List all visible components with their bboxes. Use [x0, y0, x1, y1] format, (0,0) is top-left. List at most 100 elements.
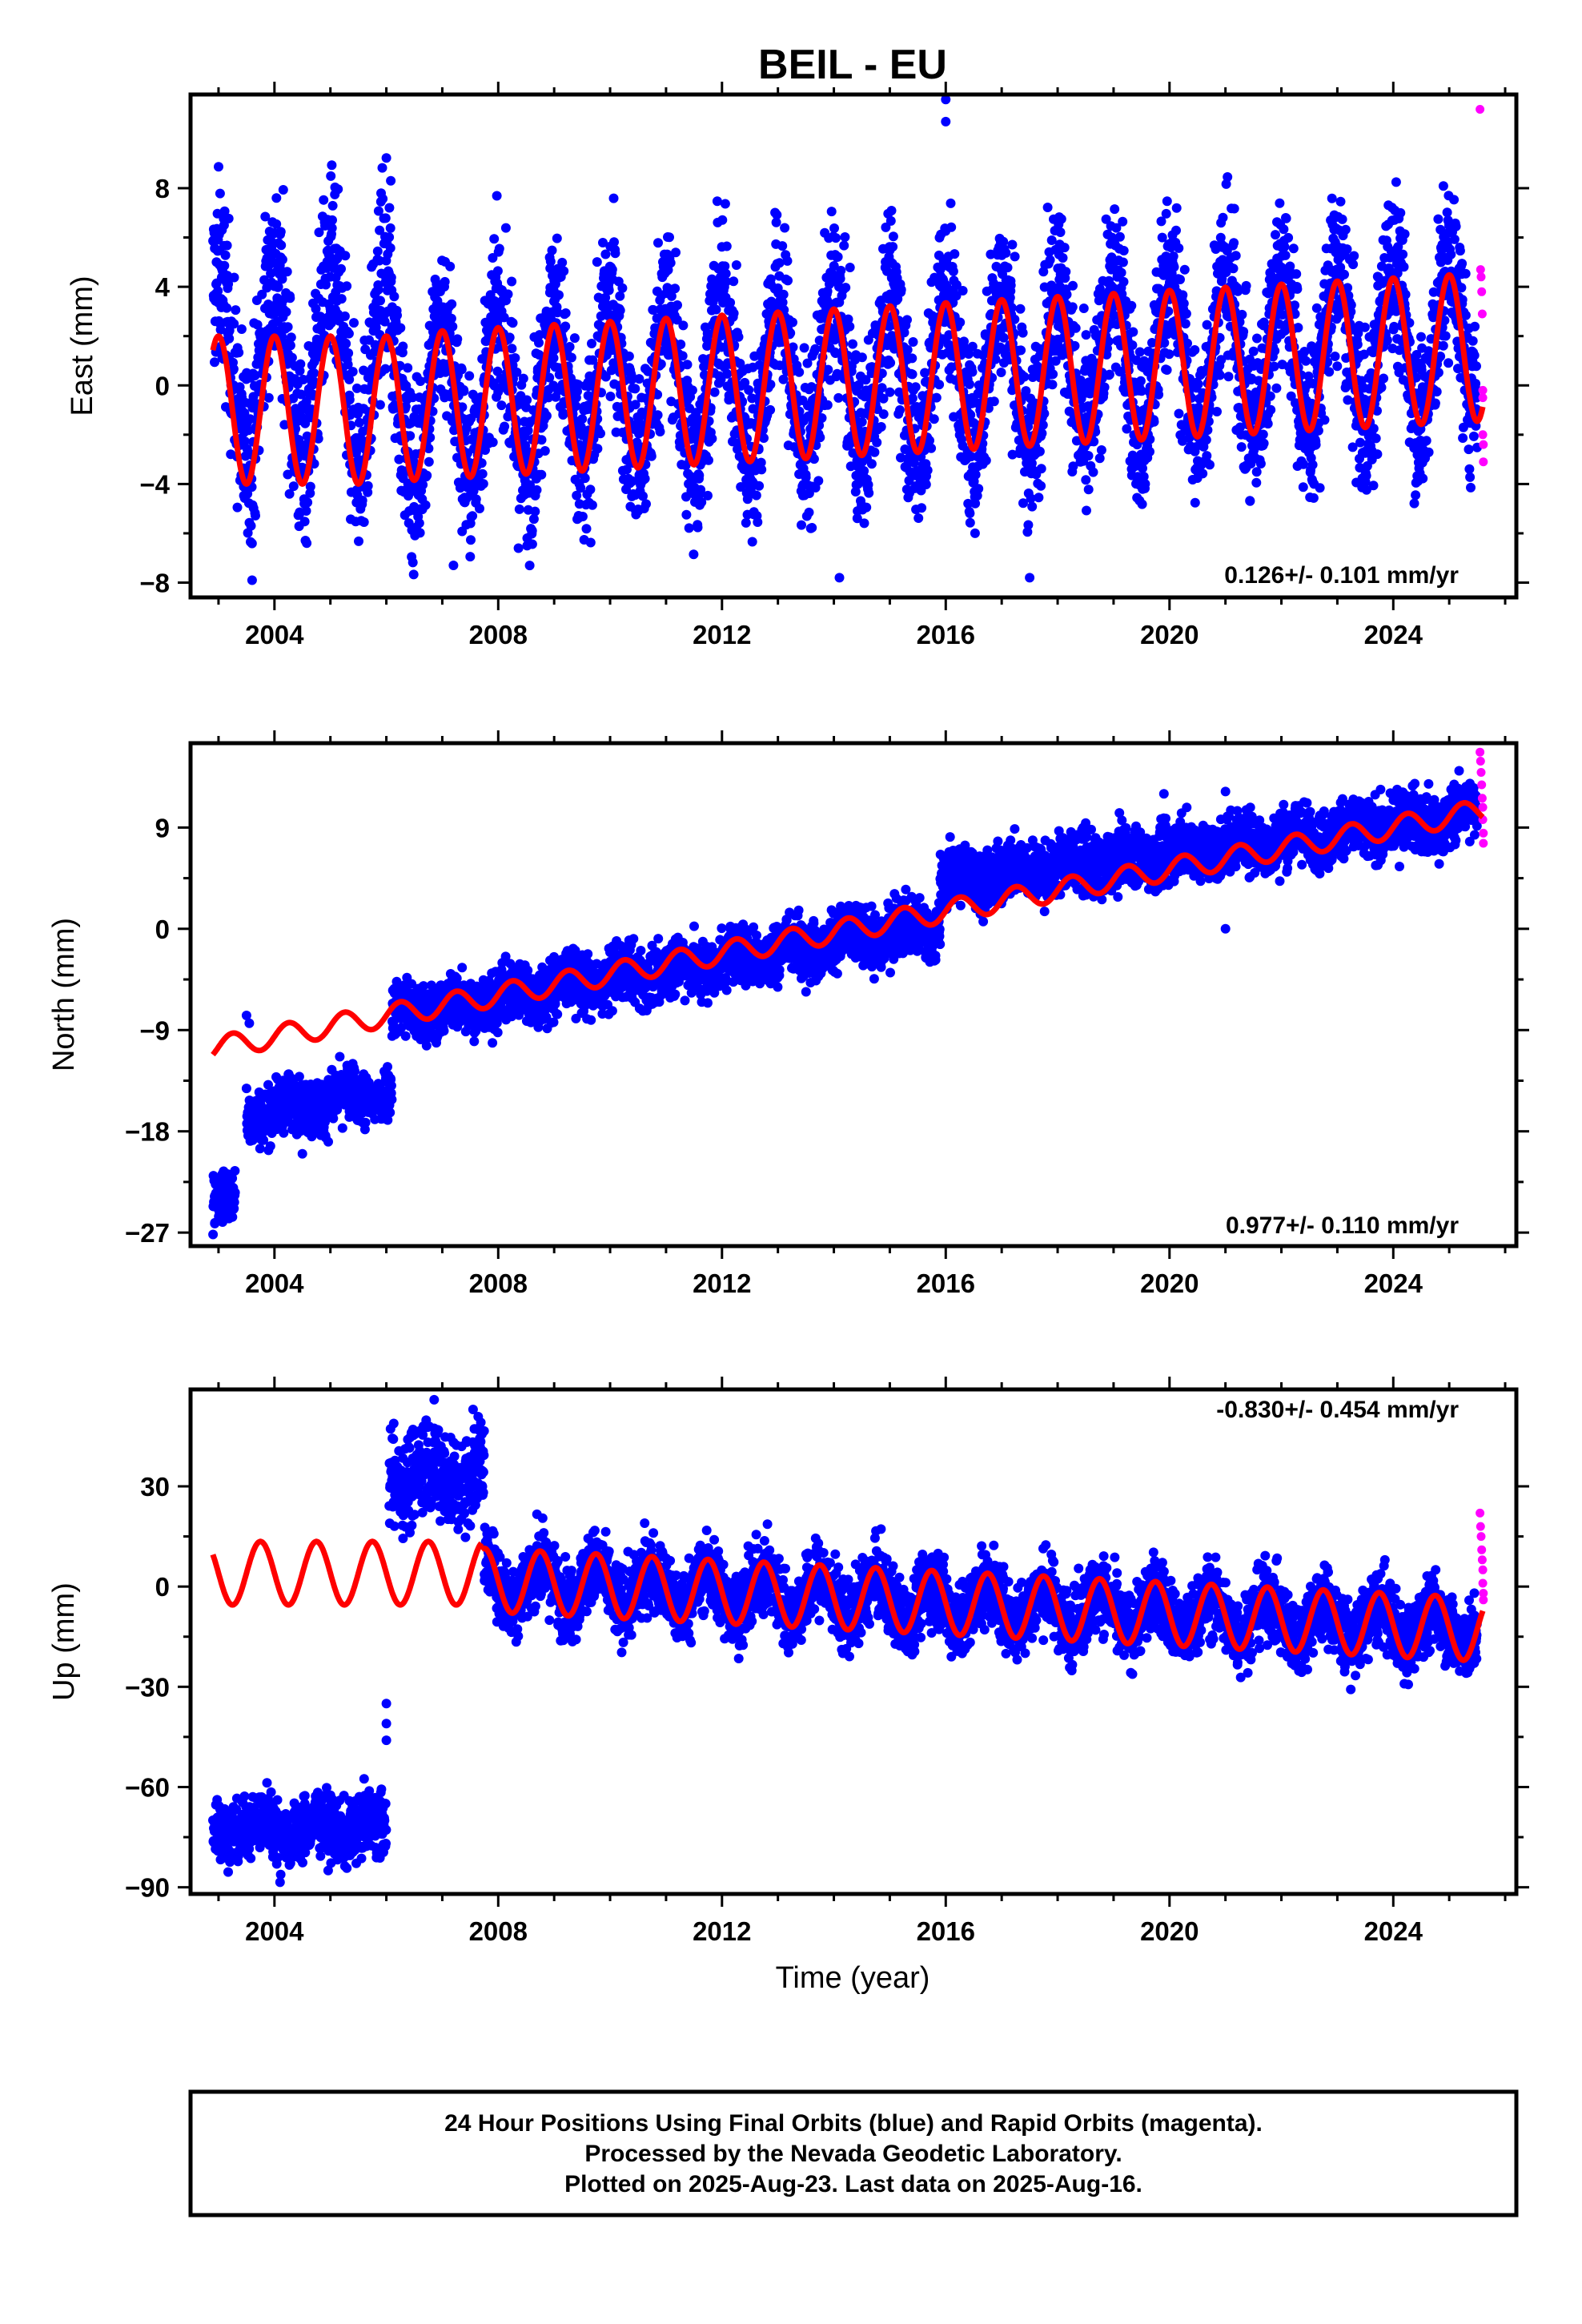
final-orbit-point	[1259, 438, 1269, 448]
final-orbit-point	[500, 421, 510, 432]
final-orbit-point	[260, 211, 271, 222]
final-orbit-point	[544, 372, 555, 383]
final-orbit-point	[232, 502, 243, 513]
final-orbit-point	[1034, 493, 1044, 503]
final-orbit-point	[336, 294, 347, 304]
final-orbit-point	[1258, 429, 1268, 440]
final-orbit-point	[697, 497, 707, 508]
final-orbit-point	[866, 459, 877, 469]
final-orbit-point	[380, 364, 391, 374]
final-orbit-point	[1178, 299, 1189, 308]
final-orbit-point	[634, 374, 644, 384]
final-orbit-point	[477, 468, 488, 479]
final-orbit-point	[302, 538, 312, 549]
final-orbit-point	[777, 241, 788, 251]
final-orbit-point	[826, 207, 837, 217]
final-orbit-point	[1212, 407, 1222, 416]
final-orbit-point	[577, 512, 588, 521]
final-orbit-point	[1037, 428, 1047, 439]
final-orbit-point	[1269, 361, 1279, 372]
final-orbit-point	[319, 195, 329, 205]
final-orbit-point	[772, 210, 782, 220]
final-orbit-point	[507, 276, 517, 287]
final-orbit-point	[1036, 464, 1046, 474]
final-orbit-point	[425, 432, 436, 443]
final-orbit-point	[1047, 380, 1058, 390]
final-orbit-point	[279, 420, 290, 430]
final-orbit-point	[831, 233, 841, 243]
final-orbit-point	[646, 451, 656, 461]
final-orbit-point	[327, 200, 338, 211]
data-layer	[208, 94, 1488, 585]
final-orbit-point	[1198, 468, 1208, 479]
final-orbit-point	[1327, 193, 1337, 203]
final-orbit-point	[754, 480, 765, 491]
final-orbit-point	[1248, 346, 1259, 356]
final-orbit-point	[468, 486, 479, 496]
final-orbit-point	[1171, 203, 1182, 213]
final-orbit-point	[1372, 449, 1383, 460]
final-orbit-point	[885, 358, 896, 368]
final-orbit-point	[721, 268, 731, 279]
final-orbit-point	[381, 153, 391, 163]
final-orbit-point	[251, 510, 260, 521]
final-orbit-point	[499, 312, 509, 323]
final-orbit-point	[541, 411, 552, 421]
final-orbit-point	[277, 255, 287, 265]
final-orbit-point	[934, 380, 945, 390]
final-orbit-point	[424, 444, 434, 453]
final-orbit-point	[1180, 319, 1191, 329]
final-orbit-point	[965, 517, 975, 528]
final-orbit-point	[836, 265, 846, 275]
final-orbit-point	[1298, 482, 1308, 493]
final-orbit-point	[492, 266, 503, 276]
final-orbit-point	[236, 324, 247, 334]
final-orbit-point	[1118, 216, 1128, 227]
final-orbit-point	[494, 243, 504, 254]
final-orbit-point	[1001, 247, 1011, 258]
final-orbit-point	[1271, 383, 1282, 393]
final-orbit-point	[1281, 213, 1291, 223]
final-orbit-point	[471, 494, 481, 505]
final-orbit-point	[234, 348, 244, 358]
final-orbit-point	[747, 537, 757, 547]
final-orbit-point	[1162, 196, 1172, 207]
final-orbit-point	[778, 289, 789, 300]
final-orbit-point	[282, 267, 292, 277]
final-orbit-point	[1099, 382, 1110, 392]
final-orbit-point	[281, 307, 291, 317]
final-orbit-point	[1395, 207, 1406, 218]
final-orbit-point	[544, 392, 554, 403]
final-orbit-point	[1179, 264, 1190, 275]
final-orbit-point	[581, 524, 592, 534]
final-orbit-point	[500, 223, 511, 233]
final-orbit-point	[794, 367, 805, 377]
final-orbit-point	[677, 351, 688, 361]
final-orbit-point	[1252, 333, 1262, 344]
final-orbit-point	[504, 332, 515, 343]
final-orbit-point	[278, 185, 288, 195]
final-orbit-point	[1168, 251, 1178, 261]
final-orbit-point	[676, 340, 686, 349]
final-orbit-point	[1002, 263, 1013, 273]
final-orbit-point	[219, 206, 230, 216]
final-orbit-point	[552, 233, 562, 243]
final-orbit-point	[652, 410, 663, 420]
final-orbit-point	[215, 324, 226, 335]
final-orbit-point	[682, 360, 693, 370]
final-orbit-point	[285, 293, 295, 304]
final-orbit-point	[731, 260, 741, 270]
final-orbit-point	[321, 279, 331, 290]
final-orbit-point	[741, 517, 751, 528]
final-orbit-point	[513, 543, 524, 553]
final-orbit-point	[655, 427, 665, 436]
final-orbit-point	[665, 258, 676, 268]
final-orbit-point	[1231, 251, 1241, 261]
final-orbit-point	[729, 308, 739, 319]
final-orbit-point	[571, 401, 581, 411]
final-orbit-point	[560, 308, 571, 318]
final-orbit-point	[1245, 496, 1255, 506]
final-orbit-point	[424, 456, 434, 467]
final-orbit-point	[630, 384, 640, 394]
final-orbit-point	[299, 517, 310, 527]
